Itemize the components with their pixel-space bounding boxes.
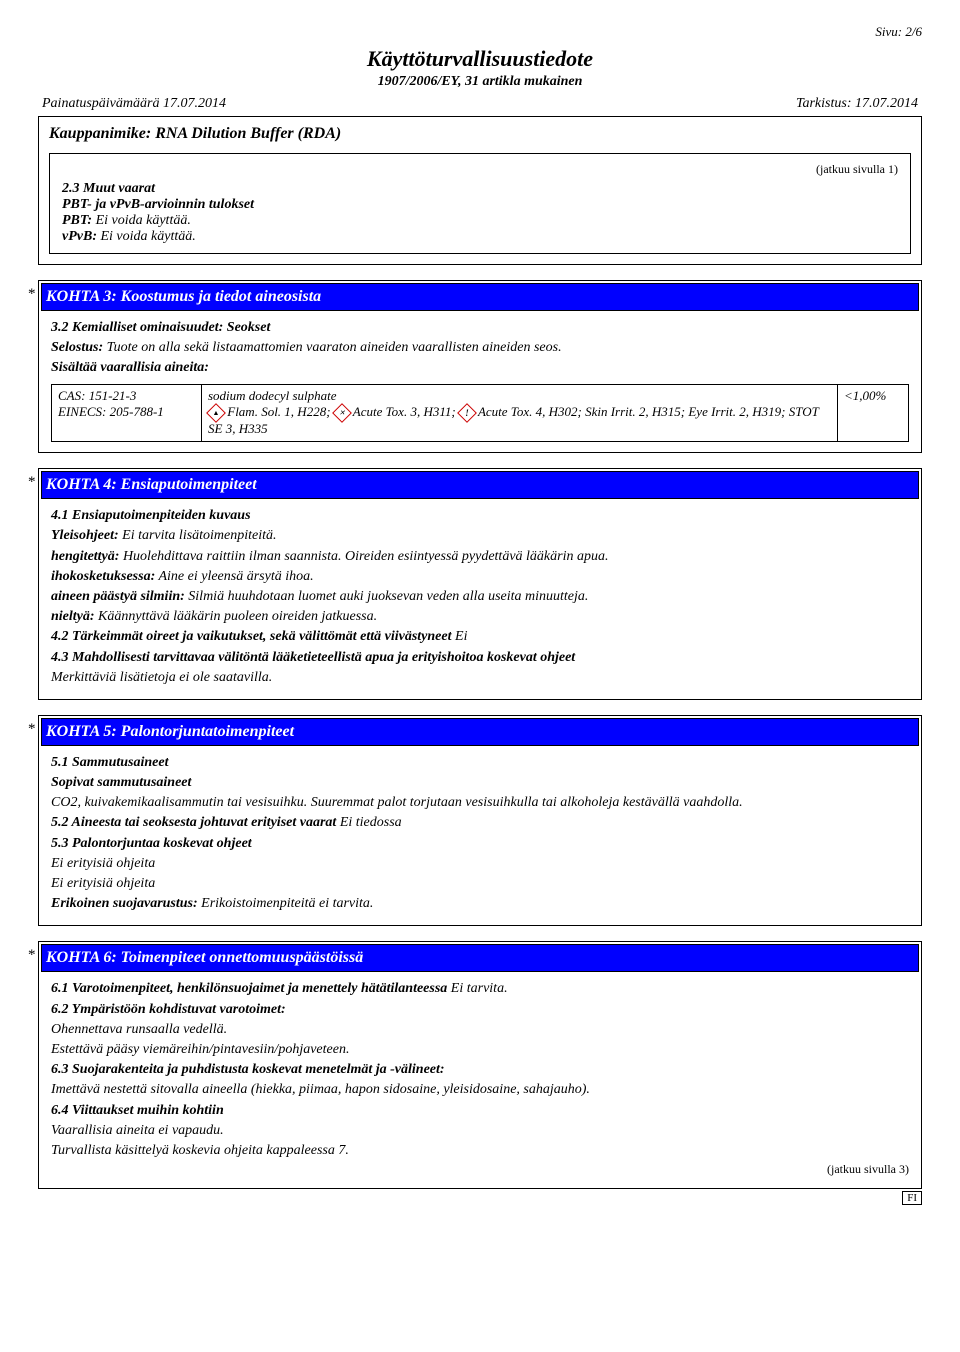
asterisk-marker: * (28, 474, 36, 491)
s3-desc-bold: Selostus: (51, 340, 103, 355)
s4-l1r: Ei tarvita lisätoimenpiteitä. (119, 528, 277, 543)
asterisk-marker: * (28, 286, 36, 303)
intro-line3-bold: vPvB: (62, 229, 97, 244)
s5-h4b: Erikoinen suojavarustus: (51, 896, 198, 911)
s4-l4b: aineen päästyä silmiin: (51, 589, 185, 604)
s4-l2r: Huolehdittava raittiin ilman saannista. … (119, 549, 608, 564)
s3-desc: Selostus: Tuote on alla sekä listaamatto… (51, 339, 909, 357)
s3-sub1: 3.2 Kemialliset ominaisuudet: Seokset (51, 319, 909, 337)
s4-l1: Yleisohjeet: Ei tarvita lisätoimenpiteit… (51, 527, 909, 545)
tradename-frame: Kauppanimike: RNA Dilution Buffer (RDA) … (38, 116, 922, 265)
ghs-exclamation-icon (457, 404, 477, 424)
asterisk-marker: * (28, 947, 36, 964)
ingredient-percent: <1,00% (838, 385, 908, 442)
s5-h2: 5.2 Aineesta tai seoksesta johtuvat erit… (51, 814, 909, 832)
section-6-title: KOHTA 6: Toimenpiteet onnettomuuspäästöi… (41, 944, 919, 972)
s5-h4: Erikoinen suojavarustus: Erikoistoimenpi… (51, 895, 909, 913)
s4-l5r: Käännyttävä lääkärin puoleen oireiden ja… (95, 609, 378, 624)
s5-h3: 5.3 Palontorjuntaa koskevat ohjeet (51, 835, 909, 853)
ghs-skull-icon (332, 404, 352, 424)
s6-p3: Imettävä nestettä sitovalla aineella (hi… (51, 1081, 909, 1099)
intro-box: (jatkuu sivulla 1) 2.3 Muut vaarat PBT- … (49, 153, 911, 254)
s3-contains: Sisältää vaarallisia aineita: (51, 359, 909, 377)
continued-to: (jatkuu sivulla 3) (51, 1162, 909, 1178)
intro-line2-rest: Ei voida käyttää. (92, 213, 191, 228)
s4-l6b: 4.2 Tärkeimmät oireet ja vaikutukset, se… (51, 629, 452, 644)
s6-l2: 6.2 Ympäristöön kohdistuvat varotoimet: (51, 1001, 909, 1019)
section-5-title: KOHTA 5: Palontorjuntatoimenpiteet (41, 718, 919, 746)
s4-l7r: Merkittäviä lisätietoja ei ole saatavill… (51, 669, 909, 687)
revision-date: Tarkistus: 17.07.2014 (796, 96, 918, 112)
hazard-classification: Flam. Sol. 1, H228; Acute Tox. 3, H311; … (208, 404, 831, 438)
ingredient-details: sodium dodecyl sulphate Flam. Sol. 1, H2… (202, 385, 838, 442)
s5-h1s: Sopivat sammutusaineet (51, 774, 909, 792)
s6-p2a: Ohennettava runsaalla vedellä. (51, 1021, 909, 1039)
s6-p2b: Estettävä pääsy viemäreihin/pintavesiin/… (51, 1041, 909, 1059)
s5-h1: 5.1 Sammutusaineet (51, 754, 909, 772)
s5-h4r: Erikoistoimenpiteitä ei tarvita. (198, 896, 374, 911)
s4-l3b: ihokosketuksessa: (51, 569, 155, 584)
intro-line2: PBT: Ei voida käyttää. (62, 213, 898, 229)
header-dates: Painatuspäivämäärä 17.07.2014 Tarkistus:… (38, 96, 922, 112)
s4-l1b: Yleisohjeet: (51, 528, 119, 543)
page-number: Sivu: 2/6 (38, 24, 922, 40)
s5-p3a: Ei erityisiä ohjeita (51, 855, 909, 873)
document-title: Käyttöturvallisuustiedote (38, 46, 922, 72)
section-3-block: * KOHTA 3: Koostumus ja tiedot aineosist… (38, 280, 922, 453)
s4-l6: 4.2 Tärkeimmät oireet ja vaikutukset, se… (51, 628, 909, 646)
s4-l5: nieltyä: Käännyttävä lääkärin puoleen oi… (51, 608, 909, 626)
s5-p1: CO2, kuivakemikaalisammutin tai vesisuih… (51, 794, 909, 812)
s6-l1b: 6.1 Varotoimenpiteet, henkilönsuojaimet … (51, 981, 447, 996)
s4-l5b: nieltyä: (51, 609, 95, 624)
ingredient-ids: CAS: 151-21-3 EINECS: 205-788-1 (52, 385, 202, 442)
ingredient-table: CAS: 151-21-3 EINECS: 205-788-1 sodium d… (51, 384, 909, 443)
language-tag: FI (902, 1191, 922, 1205)
intro-line3: vPvB: Ei voida käyttää. (62, 229, 898, 245)
s6-l1: 6.1 Varotoimenpiteet, henkilönsuojaimet … (51, 980, 909, 998)
s5-h2b: 5.2 Aineesta tai seoksesta johtuvat erit… (51, 815, 336, 830)
continued-from: (jatkuu sivulla 1) (62, 162, 898, 177)
substance-name: sodium dodecyl sulphate (208, 388, 831, 405)
intro-line2-bold: PBT: (62, 213, 92, 228)
s4-h1: 4.1 Ensiaputoimenpiteiden kuvaus (51, 507, 909, 525)
section-6-block: * KOHTA 6: Toimenpiteet onnettomuuspääst… (38, 941, 922, 1204)
s6-l1r: Ei tarvita. (447, 981, 507, 996)
s6-p4a: Vaarallisia aineita ei vapaudu. (51, 1122, 909, 1140)
s4-l3r: Aine ei yleensä ärsytä ihoa. (155, 569, 313, 584)
asterisk-marker: * (28, 721, 36, 738)
intro-heading: 2.3 Muut vaarat (62, 181, 898, 197)
s4-l4: aineen päästyä silmiin: Silmiä huuhdotaa… (51, 588, 909, 606)
s5-h2r: Ei tiedossa (336, 815, 401, 830)
print-date: Painatuspäivämäärä 17.07.2014 (42, 96, 226, 112)
s4-l2: hengitettyä: Huolehdittava raittiin ilma… (51, 548, 909, 566)
cas-number: CAS: 151-21-3 (58, 388, 195, 405)
s4-l2b: hengitettyä: (51, 549, 119, 564)
s6-l3: 6.3 Suojarakenteita ja puhdistusta koske… (51, 1061, 909, 1079)
s6-p4b: Turvallista käsittelyä koskevia ohjeita … (51, 1142, 909, 1160)
hz-text-1: Flam. Sol. 1, H228; (227, 404, 334, 419)
s4-l4r: Silmiä huuhdotaan luomet auki juoksevan … (185, 589, 589, 604)
s4-l3: ihokosketuksessa: Aine ei yleensä ärsytä… (51, 568, 909, 586)
section-5-block: * KOHTA 5: Palontorjuntatoimenpiteet 5.1… (38, 715, 922, 927)
hz-text-2: Acute Tox. 3, H311; (353, 404, 459, 419)
intro-line3-rest: Ei voida käyttää. (97, 229, 196, 244)
section-3-title: KOHTA 3: Koostumus ja tiedot aineosista (41, 283, 919, 311)
s4-l7b: 4.3 Mahdollisesti tarvittavaa välitöntä … (51, 649, 909, 667)
s4-l6r: Ei (452, 629, 468, 644)
s3-desc-rest: Tuote on alla sekä listaamattomien vaara… (103, 340, 561, 355)
einecs-number: EINECS: 205-788-1 (58, 404, 195, 421)
tradename: Kauppanimike: RNA Dilution Buffer (RDA) (49, 125, 911, 143)
section-4-title: KOHTA 4: Ensiaputoimenpiteet (41, 471, 919, 499)
s5-p3b: Ei erityisiä ohjeita (51, 875, 909, 893)
s6-l4: 6.4 Viittaukset muihin kohtiin (51, 1102, 909, 1120)
intro-line1: PBT- ja vPvB-arvioinnin tulokset (62, 197, 898, 213)
document-subtitle: 1907/2006/EY, 31 artikla mukainen (38, 74, 922, 90)
section-4-block: * KOHTA 4: Ensiaputoimenpiteet 4.1 Ensia… (38, 468, 922, 700)
